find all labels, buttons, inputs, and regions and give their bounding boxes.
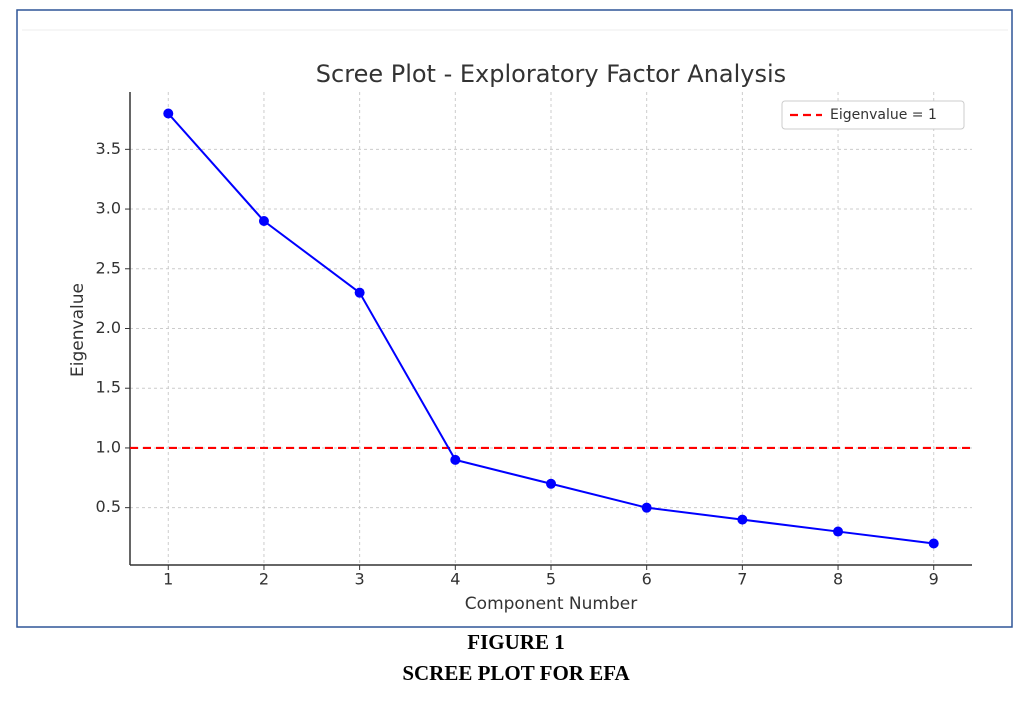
legend-box	[781, 100, 965, 130]
x-tick-label: 8	[833, 570, 843, 589]
y-tick-label: 2.0	[96, 318, 121, 337]
x-tick-label: 7	[737, 570, 747, 589]
y-tick-label: 1.5	[96, 378, 121, 397]
y-tick-label: 1.0	[96, 437, 121, 456]
data-point	[546, 478, 556, 489]
data-point	[354, 287, 365, 298]
data-point	[258, 216, 269, 226]
x-tick-label: 9	[929, 570, 939, 589]
x-tick-label: 6	[642, 570, 652, 589]
legend-label: Eigenvalue = 1	[830, 107, 937, 123]
x-tick-label: 5	[546, 570, 556, 589]
y-axis-label: Eigenvalue	[68, 283, 88, 377]
x-tick-label: 1	[163, 570, 173, 589]
x-tick-label: 3	[355, 570, 365, 589]
data-point	[450, 454, 461, 465]
y-tick-label: 3.0	[96, 199, 121, 218]
y-tick-label: 2.5	[96, 258, 121, 277]
plot-area: 1 2 3 4 5 6 7 8 9 0.5 1.0 1.5 2.0 2.5 3.0 3.5 Eigenvalue…	[96, 92, 972, 589]
chart-title: Scree Plot - Exploratory Factor Analysis	[316, 60, 786, 88]
x-tick-label: 2	[259, 570, 269, 589]
data-point	[641, 502, 652, 513]
y-tick-label: 3.5	[96, 139, 121, 158]
caption-title: SCREE PLOT FOR EFA	[402, 661, 630, 685]
x-axis-label: Component Number	[465, 594, 637, 614]
data-point	[163, 108, 174, 119]
data-point	[833, 526, 844, 537]
x-tick-label: 4	[450, 570, 460, 589]
data-point	[737, 514, 748, 525]
data-point	[928, 538, 939, 549]
y-tick-label: 0.5	[96, 497, 121, 516]
caption-label: FIGURE 1	[467, 630, 564, 654]
